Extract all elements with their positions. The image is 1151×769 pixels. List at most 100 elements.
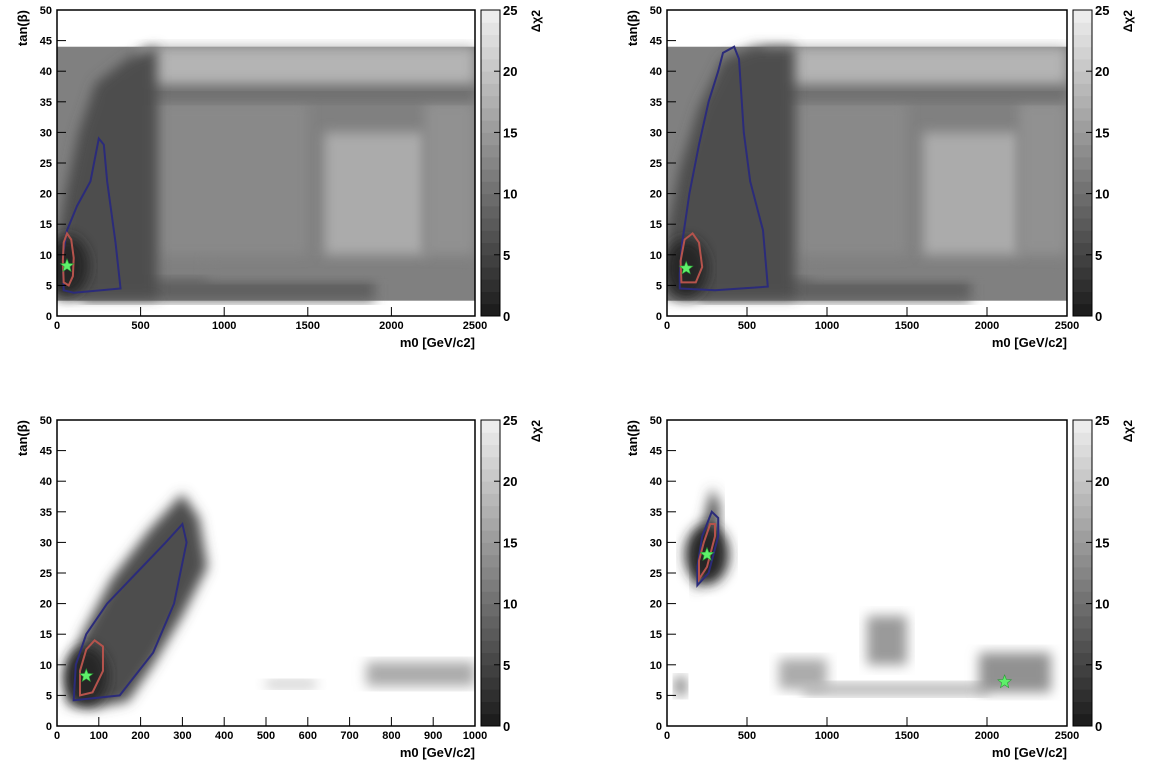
y-tick-label: 40 [40, 476, 52, 488]
color-bar-step [481, 230, 500, 244]
color-bar-step [1073, 579, 1092, 592]
y-tick-label: 40 [650, 476, 662, 488]
z-tick-label: 20 [1095, 64, 1109, 79]
y-tick-label: 10 [650, 250, 662, 262]
z-tick-label: 25 [1095, 3, 1109, 18]
color-bar-step [481, 591, 500, 605]
color-bar-step [1073, 267, 1092, 280]
color-bar-step [481, 542, 500, 556]
color-bar-step [1073, 71, 1092, 84]
chart-panel-4: 0 500 1000 1500 2000 250005101520253035404550… [625, 413, 1135, 760]
color-bar-step [481, 493, 500, 507]
color-bar-step [1073, 530, 1092, 543]
color-bar-step [1073, 279, 1092, 293]
color-bar-step [481, 481, 500, 494]
x-tick-label: 0 [54, 730, 60, 742]
x-axis-label: m0 [GeV/c2] [992, 745, 1067, 760]
color-bar-step [1073, 444, 1092, 458]
x-tick-label: 1500 [296, 320, 320, 332]
color-bar-step [481, 10, 500, 23]
y-tick-label: 35 [40, 507, 52, 519]
color-bar-step [1073, 432, 1092, 445]
y-tick-label: 0 [656, 311, 662, 323]
color-bar-step [1073, 468, 1092, 482]
z-tick-label: 5 [503, 248, 510, 263]
color-bar-step [1073, 566, 1092, 580]
x-tick-label: 500 [738, 730, 756, 742]
color-bar-step [481, 169, 500, 182]
heatmap-region [424, 101, 475, 255]
heatmap-region [803, 683, 987, 696]
color-bar-step [481, 456, 500, 470]
y-tick-label: 10 [40, 660, 52, 672]
z-axis-label: Δχ2 [529, 10, 543, 33]
color-bar-step [1073, 83, 1092, 97]
color-bar-step [1073, 10, 1092, 23]
contour-68 [679, 231, 704, 284]
x-tick-label: 100 [90, 730, 108, 742]
chart-panel-2: 0 500 1000 1500 2000 250005101520253035404550… [625, 3, 1135, 350]
z-tick-label: 15 [1095, 125, 1109, 140]
x-tick-label: 1000 [212, 320, 236, 332]
y-tick-label: 45 [40, 36, 52, 48]
color-bar-step [1073, 303, 1092, 317]
color-bar: 0 5 10 15 20 25 Δχ2 [480, 413, 543, 734]
color-bar-step [481, 107, 500, 121]
color-bar-frame [480, 9, 501, 317]
contour-68 [698, 523, 716, 583]
color-bar-step [481, 279, 500, 293]
color-bar-step [481, 144, 500, 158]
color-bar-step [481, 468, 500, 482]
y-tick-label: 15 [40, 219, 52, 231]
y-tick-label: 45 [650, 36, 662, 48]
heatmap-body [64, 493, 475, 708]
color-bar-step [481, 46, 500, 60]
color-bar-step [1073, 628, 1092, 641]
color-bar-step [481, 193, 500, 207]
heatmap-region [811, 254, 1067, 280]
color-bar-step [481, 444, 500, 458]
y-axis-label: tan(β) [625, 420, 640, 456]
z-tick-label: 0 [1095, 309, 1102, 324]
y-tick-label: 30 [650, 537, 662, 549]
x-tick-label: 1000 [815, 320, 839, 332]
z-axis-label: Δχ2 [1121, 10, 1135, 33]
x-tick-label: 2000 [379, 320, 403, 332]
color-bar-step [1073, 591, 1092, 605]
color-bar-step [1073, 230, 1092, 244]
y-axis-label: tan(β) [15, 10, 30, 46]
x-tick-label: 2000 [975, 730, 999, 742]
color-bar-step [481, 713, 500, 727]
y-tick-label: 15 [650, 219, 662, 231]
x-tick-label: 0 [664, 730, 670, 742]
color-bar-step [481, 530, 500, 543]
color-bar-step [481, 420, 500, 433]
y-tick-label: 10 [650, 660, 662, 672]
y-tick-label: 30 [40, 127, 52, 139]
z-tick-label: 25 [503, 413, 517, 428]
x-tick-label: 800 [382, 730, 400, 742]
x-axis-label: m0 [GeV/c2] [992, 335, 1067, 350]
color-bar-step [1073, 542, 1092, 556]
z-tick-label: 25 [1095, 413, 1109, 428]
z-axis-label: Δχ2 [1121, 420, 1135, 443]
x-tick-label: 600 [299, 730, 317, 742]
color-bar-step [1073, 132, 1092, 146]
color-bar-step [1073, 120, 1092, 133]
best-fit-star [59, 257, 75, 273]
y-tick-label: 45 [40, 446, 52, 458]
color-bar-step [481, 566, 500, 580]
color-bar-step [1073, 22, 1092, 35]
z-tick-label: 15 [503, 535, 517, 550]
color-bar-step [481, 701, 500, 715]
z-tick-label: 25 [503, 3, 517, 18]
heatmap-region [747, 83, 1067, 102]
y-tick-label: 50 [40, 415, 52, 427]
color-bar-step [1073, 603, 1092, 617]
y-tick-label: 30 [650, 127, 662, 139]
color-bar-step [481, 664, 500, 678]
color-bar-step [1073, 254, 1092, 268]
color-bar: 0 5 10 15 20 25 Δχ2 [480, 3, 543, 324]
y-tick-label: 0 [656, 721, 662, 733]
x-tick-label: 0 [664, 320, 670, 332]
